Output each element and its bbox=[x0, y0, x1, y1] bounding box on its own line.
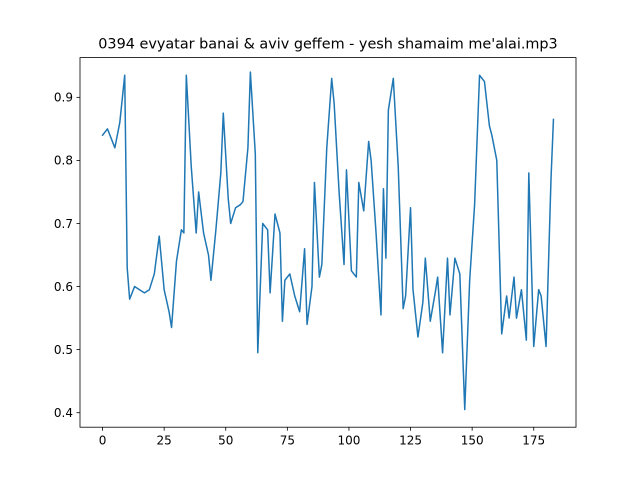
chart-title: 0394 evyatar banai & aviv geffem - yesh … bbox=[98, 37, 557, 53]
y-tick-label: 0.4 bbox=[54, 406, 73, 420]
y-tick-label: 0.9 bbox=[54, 91, 73, 105]
axes-frame bbox=[79, 57, 577, 428]
x-tick-label: 75 bbox=[280, 434, 295, 448]
plot-area bbox=[101, 71, 555, 411]
y-tick-label: 0.8 bbox=[54, 154, 73, 168]
x-tick-label: 25 bbox=[157, 434, 172, 448]
y-tick-label: 0.6 bbox=[54, 280, 73, 294]
y-tick-label: 0.7 bbox=[54, 217, 73, 231]
y-axis: 0.4 0.5 0.6 0.7 0.8 0.9 bbox=[54, 91, 80, 420]
x-tick-label: 175 bbox=[522, 434, 545, 448]
x-tick-label: 50 bbox=[218, 434, 233, 448]
x-axis: 0 25 50 75 100 125 150 175 bbox=[99, 427, 545, 448]
y-tick-label: 0.5 bbox=[54, 343, 73, 357]
x-tick-label: 150 bbox=[461, 434, 484, 448]
x-tick-label: 125 bbox=[399, 434, 422, 448]
series-line-0 bbox=[101, 71, 555, 411]
x-tick-label: 0 bbox=[99, 434, 107, 448]
x-tick-label: 100 bbox=[337, 434, 360, 448]
